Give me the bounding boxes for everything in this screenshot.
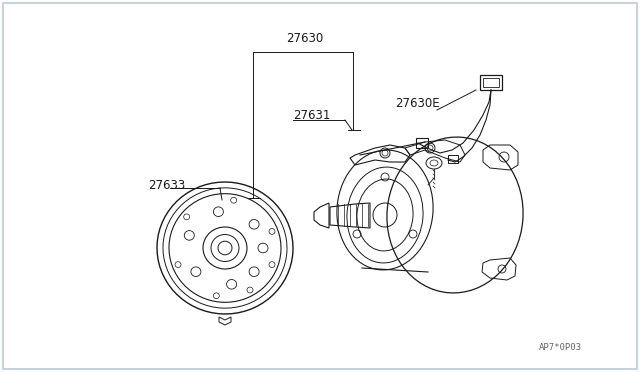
Text: 27630E: 27630E (395, 96, 440, 109)
Text: 27631: 27631 (293, 109, 330, 122)
Text: AP7*0P03: AP7*0P03 (538, 343, 582, 353)
Text: 27630: 27630 (286, 32, 324, 45)
Text: 27633: 27633 (148, 179, 185, 192)
